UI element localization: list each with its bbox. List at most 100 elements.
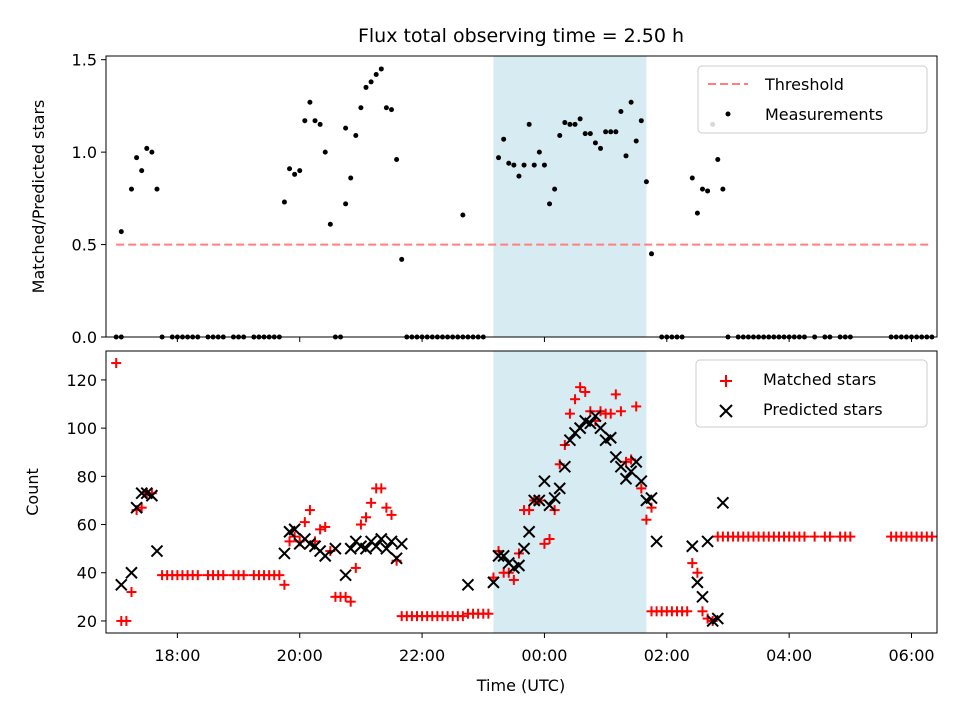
chart-title: Flux total observing time = 2.50 h bbox=[358, 25, 684, 47]
predicted-star-point bbox=[548, 491, 561, 505]
measurement-point bbox=[128, 186, 134, 192]
predicted-star-point bbox=[650, 535, 663, 548]
measurement-point bbox=[292, 171, 298, 177]
legend-predicted-swatch bbox=[719, 404, 733, 418]
measurement-point bbox=[521, 162, 527, 168]
top-y-tick-label: 0.0 bbox=[72, 328, 97, 347]
bottom-axes-frame bbox=[105, 350, 938, 634]
measurement-points bbox=[113, 66, 935, 340]
legend-matched-label: Matched stars bbox=[763, 370, 876, 389]
measurement-point bbox=[649, 251, 655, 257]
measurement-point bbox=[358, 105, 364, 111]
matched-star-point bbox=[682, 606, 693, 617]
matched-star-point bbox=[279, 579, 290, 590]
predicted-star-point bbox=[573, 421, 587, 435]
matched-star-point bbox=[320, 521, 331, 532]
measurement-point bbox=[562, 120, 568, 126]
top-legend-box bbox=[697, 65, 928, 134]
measurement-point bbox=[363, 84, 369, 90]
measurement-point bbox=[501, 136, 507, 142]
matched-star-point bbox=[304, 505, 315, 516]
bottom-y-axis-label: Count bbox=[23, 468, 42, 516]
predicted-star-point bbox=[691, 576, 704, 589]
top-y-ticks: 0.0 0.5 1.0 1.5 bbox=[72, 51, 106, 347]
matched-star-point bbox=[121, 615, 132, 626]
predicted-star-point bbox=[339, 568, 352, 582]
matched-star-point bbox=[457, 611, 468, 622]
predicted-star-point bbox=[115, 578, 128, 592]
measurement-point bbox=[715, 157, 721, 163]
top-y-tick-label: 0.5 bbox=[72, 236, 97, 255]
predicted-star-point bbox=[359, 542, 373, 555]
measurement-point bbox=[149, 149, 155, 155]
matched-star-point bbox=[605, 408, 616, 419]
matched-star-point bbox=[809, 531, 820, 542]
predicted-star-point bbox=[696, 590, 709, 604]
matched-star-point bbox=[544, 534, 555, 544]
matched-star-point bbox=[136, 502, 147, 513]
top-y-axis-label: Matched/Predicted stars bbox=[29, 100, 48, 294]
predicted-star-point bbox=[380, 542, 393, 555]
matched-star-point bbox=[376, 483, 387, 494]
matched-star-point bbox=[381, 502, 392, 513]
measurement-point bbox=[312, 118, 318, 124]
matched-star-point bbox=[539, 538, 550, 549]
measurement-point bbox=[603, 129, 609, 135]
predicted-star-point bbox=[512, 559, 526, 572]
matched-star-point bbox=[366, 497, 377, 508]
matched-star-point bbox=[580, 386, 591, 397]
measurement-point bbox=[608, 129, 614, 135]
predicted-star-point bbox=[125, 566, 138, 579]
predicted-star-point bbox=[538, 474, 551, 488]
measurement-point bbox=[541, 162, 547, 168]
matched-star-point bbox=[218, 570, 229, 581]
predicted-star-point bbox=[369, 540, 383, 553]
matched-star-point bbox=[315, 524, 326, 535]
measurement-point bbox=[134, 155, 140, 161]
matched-star-point bbox=[284, 536, 295, 547]
predicted-star-point bbox=[553, 482, 566, 495]
measurement-point bbox=[567, 121, 573, 127]
measurement-point bbox=[154, 186, 160, 192]
measurement-point bbox=[373, 71, 379, 77]
bottom-y-tick-label: 60 bbox=[77, 516, 97, 535]
predicted-star-point bbox=[497, 549, 510, 563]
measurement-point bbox=[378, 66, 384, 72]
measurement-point bbox=[496, 155, 502, 161]
matched-star-point bbox=[361, 512, 372, 523]
matched-star-point bbox=[564, 408, 575, 419]
matched-star-point bbox=[687, 558, 698, 569]
predicted-star-point bbox=[701, 535, 714, 548]
measurement-point bbox=[118, 229, 124, 235]
measurement-point bbox=[628, 99, 634, 105]
predicted-star-point bbox=[635, 474, 648, 488]
measurement-point bbox=[516, 173, 522, 179]
top-y-tick-label: 1.0 bbox=[72, 143, 97, 162]
matched-star-point bbox=[192, 570, 203, 581]
measurement-point bbox=[302, 118, 308, 124]
matched-star-point bbox=[299, 517, 310, 528]
measurement-point bbox=[699, 186, 705, 192]
matched-star-point bbox=[799, 531, 810, 542]
top-legend: Threshold Measurements bbox=[697, 65, 928, 134]
predicted-star-point bbox=[461, 578, 475, 592]
matched-star-point bbox=[692, 567, 703, 578]
x-tick-label: 18:00 bbox=[154, 646, 200, 665]
measurement-point bbox=[348, 175, 354, 181]
measurement-point bbox=[587, 131, 593, 137]
x-tick-label: 04:00 bbox=[766, 646, 812, 665]
matched-star-point bbox=[488, 572, 499, 583]
bottom-panel: 20 40 60 80 100 120 18:00 20:00 22:00 00:00 02:00… bbox=[23, 350, 938, 695]
predicted-star-point bbox=[630, 455, 643, 469]
x-tick-label: 06:00 bbox=[888, 646, 934, 665]
measurement-point bbox=[383, 105, 389, 111]
top-x-ticks bbox=[176, 337, 913, 342]
predicted-star-point bbox=[716, 496, 730, 510]
measurement-point bbox=[297, 168, 303, 174]
measurement-point bbox=[394, 157, 400, 163]
measurement-point bbox=[582, 131, 588, 137]
measurement-point bbox=[577, 116, 583, 122]
predicted-star-point bbox=[375, 532, 388, 546]
matched-star-point bbox=[238, 570, 249, 581]
predicted-star-point bbox=[517, 542, 531, 555]
